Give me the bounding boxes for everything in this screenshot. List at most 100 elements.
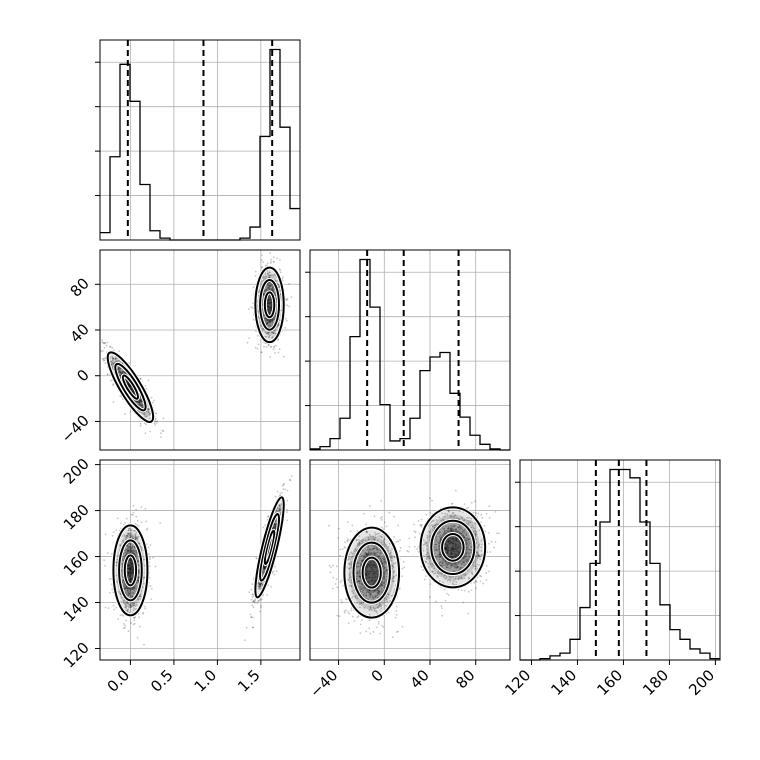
sample-point	[139, 403, 142, 406]
sample-point	[401, 625, 404, 628]
sample-point	[138, 616, 140, 619]
density-shade	[119, 371, 141, 404]
sample-point	[267, 308, 270, 311]
sample-point	[269, 307, 272, 309]
sample-point	[266, 262, 269, 265]
sample-point	[281, 491, 283, 494]
sample-point	[279, 269, 282, 271]
sample-point	[278, 268, 281, 270]
histogram-step-line	[520, 468, 720, 661]
sample-point	[136, 636, 139, 639]
sample-point	[266, 305, 269, 308]
sample-point	[111, 361, 113, 364]
sample-point	[127, 382, 130, 384]
sample-point	[119, 367, 122, 370]
sample-point	[265, 289, 268, 292]
sample-point	[268, 323, 270, 326]
sample-point	[103, 346, 106, 349]
sample-point	[140, 404, 143, 407]
sample-point	[139, 377, 142, 380]
sample-point	[291, 475, 293, 477]
sample-point	[130, 388, 133, 391]
sample-point	[262, 261, 265, 264]
sample-point	[269, 324, 271, 327]
sample-point	[146, 415, 149, 418]
panel-content	[328, 489, 500, 638]
sample-point	[383, 521, 386, 524]
sample-point	[148, 408, 150, 411]
sample-point	[262, 314, 265, 316]
sample-point	[155, 422, 158, 424]
sample-point	[262, 526, 265, 529]
sample-point	[266, 284, 269, 287]
sample-point	[349, 530, 352, 533]
sample-point	[347, 622, 350, 625]
sample-point	[361, 619, 363, 621]
sample-point	[147, 408, 150, 411]
sample-point	[139, 422, 142, 425]
sample-point	[117, 360, 119, 362]
sample-point	[265, 288, 268, 290]
sample-point	[274, 332, 277, 334]
sample-point	[388, 511, 391, 514]
sample-point	[271, 318, 273, 321]
sample-point	[275, 570, 278, 572]
sample-point	[252, 307, 254, 309]
sample-point	[121, 371, 123, 374]
sample-point	[272, 332, 275, 334]
sample-point	[375, 626, 378, 629]
sample-point	[265, 288, 267, 291]
sample-point	[332, 564, 334, 567]
sample-point	[272, 260, 275, 263]
sample-point	[341, 601, 343, 604]
sample-point	[110, 379, 112, 382]
sample-point	[138, 411, 141, 413]
sample-point	[272, 318, 274, 321]
sample-point	[269, 309, 271, 311]
sample-point	[115, 529, 118, 532]
sample-point	[268, 321, 271, 323]
sample-point	[272, 274, 275, 276]
contour-level	[121, 374, 140, 400]
sample-point	[271, 336, 274, 339]
sample-point	[103, 559, 105, 561]
sample-point	[250, 598, 253, 601]
sample-point	[265, 275, 268, 278]
sample-point	[260, 325, 262, 327]
sample-point	[276, 257, 278, 260]
sample-point	[257, 343, 260, 346]
sample-point	[140, 404, 143, 407]
sample-point	[267, 302, 270, 305]
sample-point	[268, 336, 270, 338]
sample-point	[270, 285, 273, 287]
sample-point	[266, 321, 269, 324]
sample-point	[284, 488, 287, 491]
sample-point	[129, 385, 131, 388]
sample-point	[130, 622, 133, 624]
histogram-step-line	[310, 258, 510, 451]
sample-point	[268, 271, 271, 273]
sample-point	[250, 306, 253, 309]
sample-point	[127, 382, 129, 385]
density-shade	[111, 358, 150, 416]
sample-point	[124, 522, 127, 524]
sample-point	[268, 319, 271, 322]
sample-point	[248, 591, 251, 594]
sample-point	[267, 344, 270, 347]
sample-point	[270, 585, 272, 588]
sample-point	[104, 606, 107, 609]
sample-point	[268, 319, 271, 321]
sample-point	[138, 625, 141, 628]
sample-point	[127, 384, 130, 386]
sample-point	[150, 396, 153, 399]
sample-point	[127, 383, 130, 386]
sample-point	[252, 286, 255, 289]
sample-point	[350, 609, 352, 612]
sample-point	[268, 312, 271, 315]
sample-point	[136, 400, 139, 403]
sample-point	[285, 299, 288, 301]
sample-point	[117, 367, 120, 369]
sample-point	[266, 323, 268, 325]
histogram-frame	[99, 39, 301, 241]
